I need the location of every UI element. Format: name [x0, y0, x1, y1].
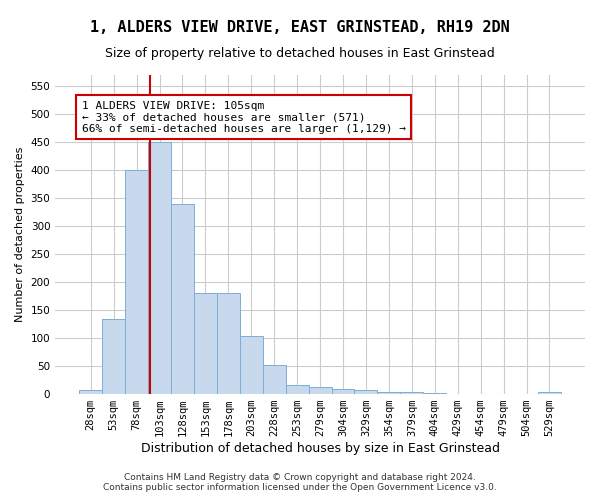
- Bar: [171, 204, 194, 394]
- Bar: [148, 142, 171, 394]
- Text: Size of property relative to detached houses in East Grinstead: Size of property relative to detached ho…: [105, 48, 495, 60]
- Bar: [217, 294, 240, 394]
- X-axis label: Distribution of detached houses by size in East Grinstead: Distribution of detached houses by size …: [140, 442, 500, 455]
- Bar: [194, 294, 217, 394]
- Bar: [263, 365, 286, 394]
- Text: 1 ALDERS VIEW DRIVE: 105sqm
← 33% of detached houses are smaller (571)
66% of se: 1 ALDERS VIEW DRIVE: 105sqm ← 33% of det…: [82, 100, 406, 134]
- Text: 1, ALDERS VIEW DRIVE, EAST GRINSTEAD, RH19 2DN: 1, ALDERS VIEW DRIVE, EAST GRINSTEAD, RH…: [90, 20, 510, 35]
- Bar: [79, 390, 102, 394]
- Bar: [125, 170, 148, 394]
- Bar: [538, 392, 561, 394]
- Y-axis label: Number of detached properties: Number of detached properties: [15, 147, 25, 322]
- Bar: [332, 389, 355, 394]
- Bar: [102, 318, 125, 394]
- Bar: [400, 392, 423, 394]
- Bar: [355, 390, 377, 394]
- Bar: [286, 385, 308, 394]
- Bar: [377, 392, 400, 394]
- Bar: [308, 388, 332, 394]
- Bar: [423, 393, 446, 394]
- Bar: [240, 336, 263, 394]
- Text: Contains HM Land Registry data © Crown copyright and database right 2024.
Contai: Contains HM Land Registry data © Crown c…: [103, 473, 497, 492]
